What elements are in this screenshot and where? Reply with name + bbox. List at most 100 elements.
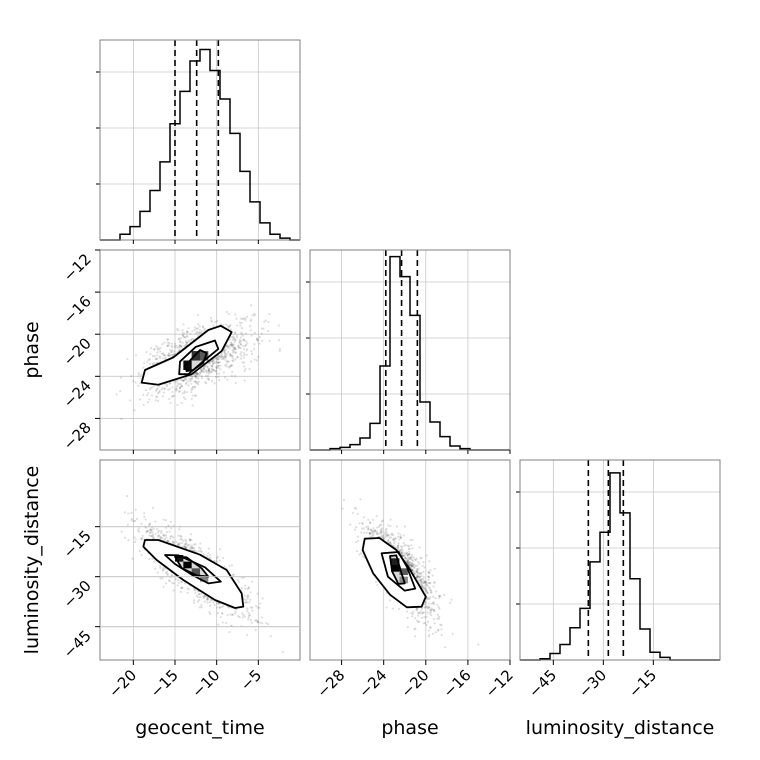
sample-point: [183, 378, 186, 381]
sample-point: [178, 386, 181, 390]
sample-point: [142, 366, 145, 369]
sample-point: [234, 347, 237, 351]
sample-point: [223, 565, 226, 568]
density-cell: [391, 558, 400, 565]
sample-point: [414, 635, 417, 638]
sample-point: [210, 365, 214, 368]
sample-point: [249, 360, 253, 363]
sample-point: [166, 572, 169, 575]
sample-point: [198, 606, 201, 609]
sample-point: [371, 518, 374, 521]
sample-point: [230, 355, 234, 358]
sample-point: [163, 341, 166, 344]
sample-point: [188, 340, 192, 344]
sample-point: [387, 538, 390, 542]
sample-point: [221, 355, 224, 358]
sample-point: [262, 327, 265, 330]
sample-point: [425, 589, 428, 592]
sample-point: [420, 572, 423, 575]
sample-point: [208, 554, 212, 557]
sample-point: [217, 354, 221, 357]
sample-point: [433, 622, 436, 625]
sample-point: [427, 602, 430, 605]
sample-point: [167, 352, 171, 355]
sample-point: [277, 339, 281, 342]
sample-point: [234, 313, 237, 316]
sample-point: [236, 355, 239, 359]
sample-point: [408, 561, 411, 564]
sample-point: [170, 350, 173, 353]
sample-point: [224, 352, 227, 356]
sample-point: [161, 357, 165, 360]
sample-point: [152, 535, 155, 538]
sample-point: [437, 628, 440, 631]
sample-point: [278, 347, 282, 351]
sample-point: [243, 361, 246, 364]
sample-point: [380, 530, 383, 533]
sample-point: [228, 352, 231, 355]
sample-point: [406, 626, 409, 629]
sample-point: [196, 334, 200, 337]
sample-point: [431, 574, 434, 577]
density-cell: [391, 565, 400, 572]
sample-point: [188, 539, 192, 542]
sample-point: [184, 382, 188, 385]
sample-point: [175, 540, 178, 544]
sample-point: [369, 528, 373, 531]
sample-point: [178, 382, 181, 386]
sample-point: [115, 393, 118, 396]
sample-point: [151, 533, 155, 536]
sample-point: [195, 330, 198, 334]
sample-point: [173, 353, 176, 356]
sample-point: [409, 538, 412, 541]
sample-point: [221, 621, 224, 624]
sample-point: [191, 376, 194, 379]
sample-point: [198, 373, 201, 376]
sample-point: [194, 375, 197, 378]
sample-point: [361, 521, 364, 524]
sample-point: [182, 323, 185, 326]
sample-point: [138, 398, 142, 401]
sample-point: [372, 529, 375, 532]
sample-point: [399, 533, 402, 536]
sample-point: [199, 371, 202, 374]
sample-point: [258, 335, 261, 339]
sample-point: [130, 374, 133, 378]
sample-point: [168, 354, 171, 358]
sample-point: [416, 572, 419, 575]
sample-point: [393, 542, 396, 545]
sample-point: [387, 539, 390, 543]
sample-point: [411, 564, 414, 568]
sample-point: [417, 567, 420, 570]
sample-point: [251, 314, 254, 317]
sample-point: [137, 371, 140, 374]
sample-point: [214, 370, 218, 373]
sample-point: [217, 623, 220, 626]
sample-point: [127, 512, 130, 515]
sample-point: [368, 532, 371, 535]
sample-point: [415, 564, 419, 567]
contour-line: [389, 554, 406, 585]
sample-point: [387, 533, 390, 537]
sample-point: [189, 379, 192, 383]
sample-point: [196, 331, 199, 334]
sample-point: [185, 540, 188, 543]
sample-point: [178, 344, 181, 347]
sample-point: [437, 596, 441, 599]
sample-point: [180, 384, 183, 388]
sample-point: [168, 579, 171, 583]
sample-point: [243, 601, 247, 604]
sample-point: [356, 512, 359, 516]
sample-point: [135, 517, 139, 521]
sample-point: [225, 360, 229, 363]
sample-point: [216, 367, 219, 370]
sample-point: [156, 346, 159, 349]
sample-point: [134, 508, 137, 511]
sample-point: [360, 552, 363, 555]
sample-point: [176, 346, 179, 349]
sample-point: [207, 551, 210, 555]
sample-point: [408, 547, 411, 551]
sample-point: [178, 542, 181, 545]
sample-point: [209, 370, 213, 373]
sample-point: [181, 328, 184, 332]
